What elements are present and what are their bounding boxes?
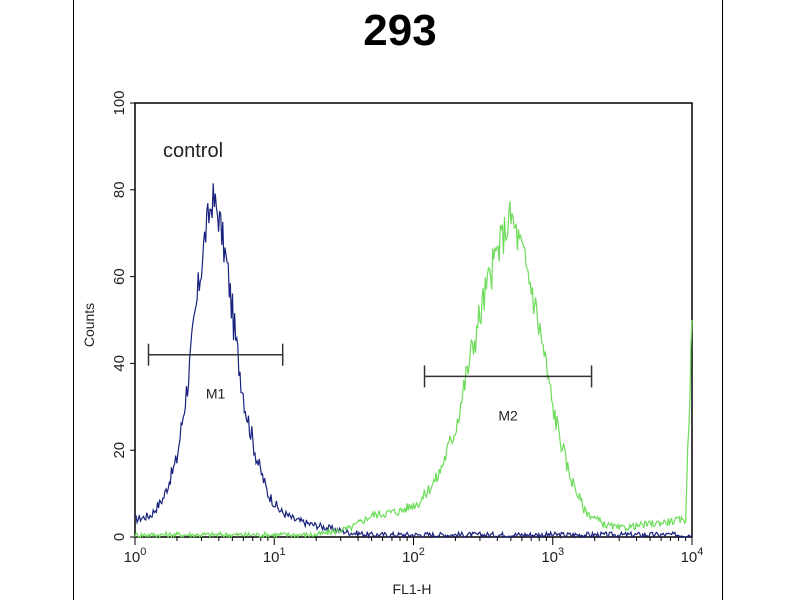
marker-m1-label: M1 bbox=[206, 386, 226, 402]
y-tick-label: 100 bbox=[111, 90, 128, 115]
y-tick-label: 80 bbox=[111, 181, 128, 198]
x-axis-label: FL1-H bbox=[393, 581, 432, 597]
markers: M1 M2 bbox=[147, 343, 593, 423]
chart-title: 293 bbox=[363, 6, 437, 55]
x-tick-label: 102 bbox=[402, 546, 425, 566]
x-tick-label: 103 bbox=[541, 546, 564, 566]
x-tick-label: 101 bbox=[263, 546, 286, 566]
x-ticks: 100 101 102 103 104 bbox=[124, 537, 704, 566]
x-tick-label: 100 bbox=[124, 546, 147, 566]
y-tick-label: 20 bbox=[111, 442, 128, 459]
chart-frame bbox=[73, 0, 723, 600]
y-tick-label: 0 bbox=[111, 533, 128, 541]
y-axis-label: Counts bbox=[81, 303, 97, 347]
y-ticks: 0 20 40 60 80 100 bbox=[111, 90, 135, 541]
histogram-series-2 bbox=[134, 201, 693, 540]
marker-m2-label: M2 bbox=[498, 407, 518, 423]
axes bbox=[134, 102, 693, 538]
control-annotation: control bbox=[163, 140, 223, 162]
histogram-series-1 bbox=[134, 183, 693, 540]
x-tick-label: 104 bbox=[681, 546, 704, 566]
y-tick-label: 40 bbox=[111, 355, 128, 372]
y-tick-label: 60 bbox=[111, 268, 128, 285]
series-group bbox=[134, 183, 693, 540]
plot-box bbox=[134, 102, 693, 538]
